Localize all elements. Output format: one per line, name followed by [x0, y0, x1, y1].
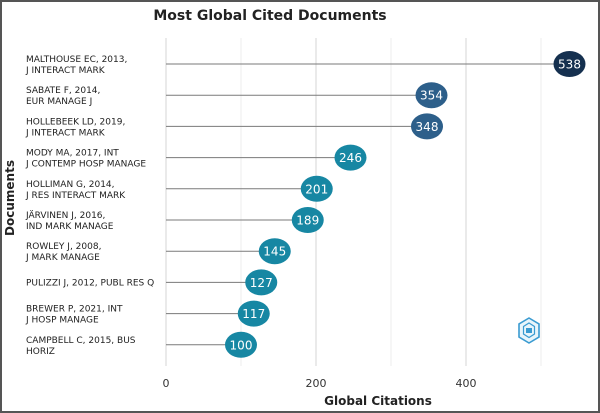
lollipop-marker	[411, 113, 443, 140]
lollipop-marker	[245, 269, 278, 296]
value-label: 117	[242, 307, 265, 321]
category-label: ROWLEY J, 2008, J MARK MANAGE	[25, 242, 101, 263]
category-label: HOLLIMAN G, 2014, J RES INTERACT MARK	[25, 180, 126, 201]
lollipop-marker	[291, 207, 324, 233]
bibliometrix-logo-icon	[518, 317, 540, 344]
value-label: 538	[558, 58, 581, 72]
lollipop-marker	[415, 82, 448, 109]
category-label: BREWER P, 2021, INT J HOSP MANAGE	[25, 305, 123, 326]
x-tick-label: 400	[456, 377, 477, 390]
lollipop-stems	[166, 63, 570, 346]
lollipop-marker	[553, 51, 586, 77]
category-label: CAMPBELL C, 2015, BUS HORIZ	[26, 336, 136, 357]
category-label: JÄRVINEN J, 2016, IND MARK MANAGE	[25, 210, 114, 232]
value-label: 100	[230, 338, 253, 352]
lollipop-marker	[237, 300, 270, 327]
x-tick-label: 0	[163, 377, 170, 390]
gridlines	[165, 38, 542, 366]
value-label: 354	[420, 89, 443, 103]
category-labels: MALTHOUSE EC, 2013, J INTERACT MARK SABATE…	[25, 55, 154, 357]
category-label: MALTHOUSE EC, 2013, J INTERACT MARK	[25, 55, 127, 76]
chart-title: Most Global Cited Documents	[153, 8, 386, 24]
lollipop-marker	[258, 238, 291, 265]
y-axis-title: Documents	[3, 160, 17, 236]
x-tick-label: 200	[306, 377, 327, 390]
value-label: 246	[339, 151, 362, 165]
value-label: 189	[296, 214, 319, 228]
value-label: 127	[250, 276, 273, 290]
category-label: PULIZZI J, 2012, PUBL RES Q	[26, 278, 154, 288]
category-label: HOLLEBEEK LD, 2019, J INTERACT MARK	[25, 117, 125, 138]
x-axis-title: Global Citations	[324, 394, 432, 408]
value-label: 201	[305, 182, 328, 196]
category-label: MODY MA, 2017, INT J CONTEMP HOSP MANAGE	[25, 149, 146, 170]
category-label: SABATE F, 2014, EUR MANAGE J	[26, 86, 100, 107]
lollipop-markers: 538 354 348 246 201 189 145 127 117 100	[225, 51, 586, 358]
value-label: 145	[263, 245, 286, 259]
x-tick-labels: 0 200 400	[163, 377, 477, 390]
value-label: 348	[416, 120, 439, 134]
lollipop-marker	[225, 331, 257, 358]
lollipop-marker	[300, 175, 333, 202]
lollipop-marker	[334, 144, 367, 171]
